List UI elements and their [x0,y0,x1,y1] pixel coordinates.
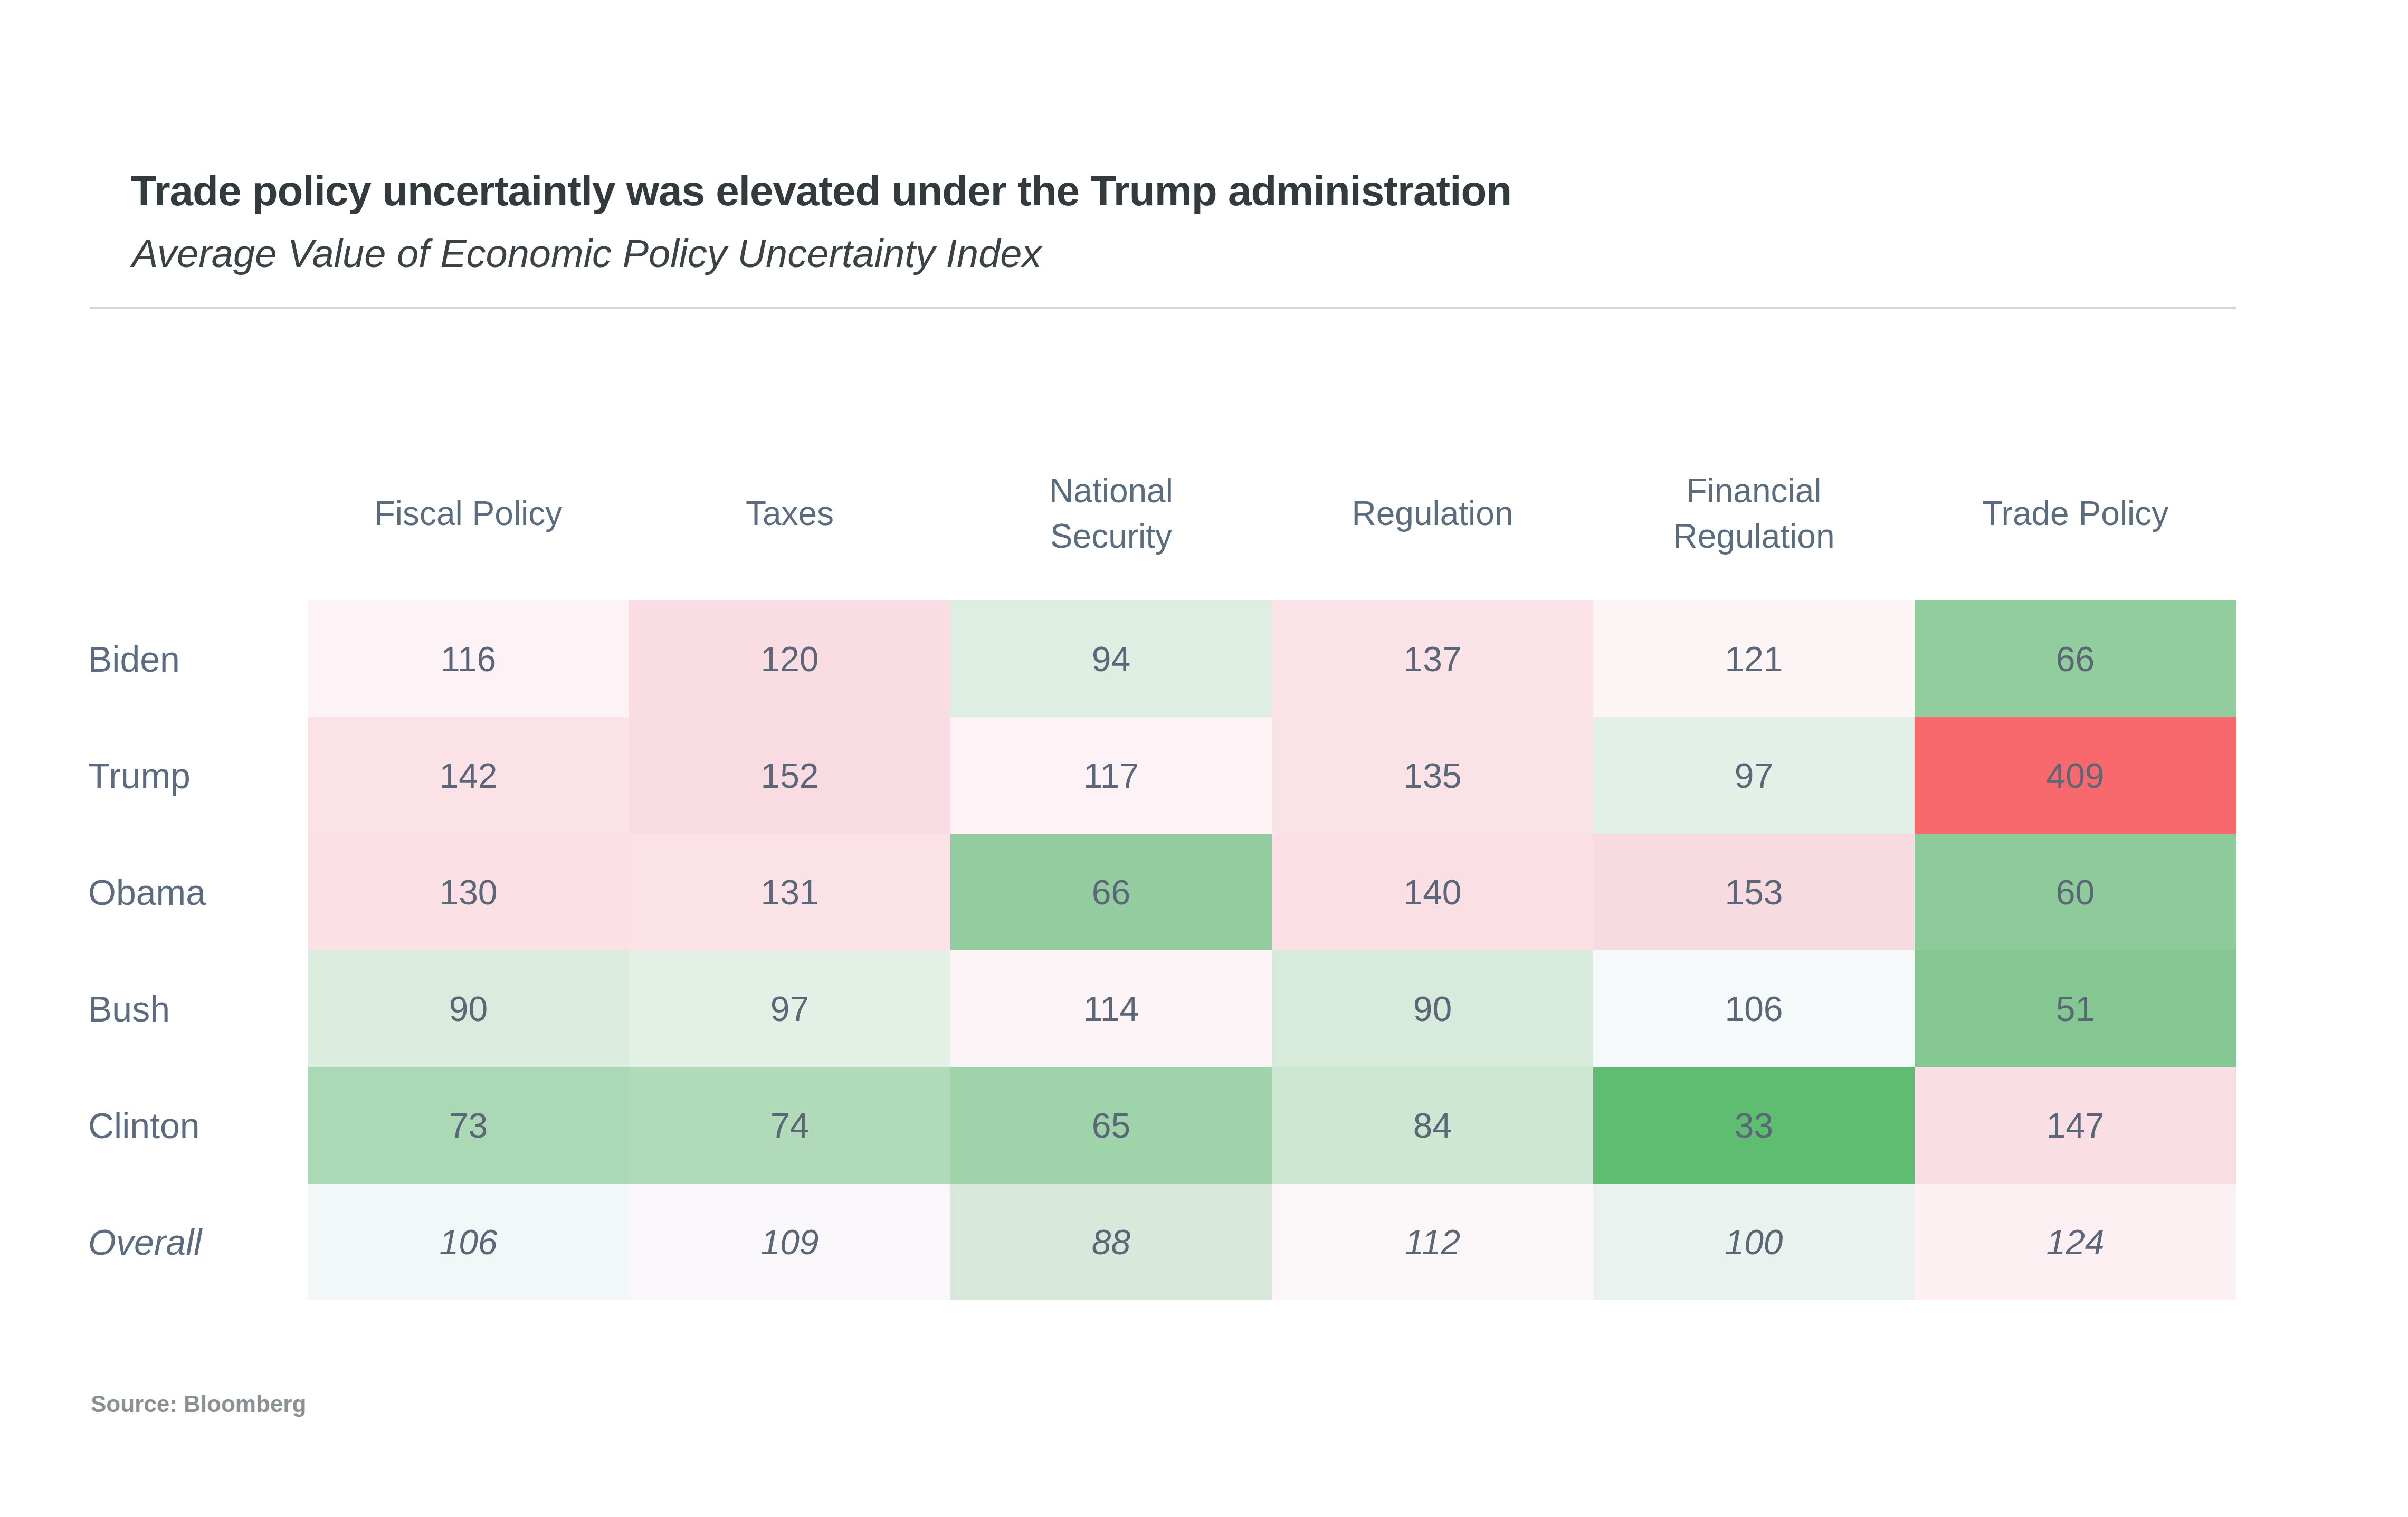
heatmap-cell: 117 [950,717,1272,834]
heatmap-cell: 33 [1593,1067,1915,1184]
heatmap-cell: 142 [308,717,629,834]
heatmap-cell: 147 [1915,1067,2236,1184]
heatmap-cell: 51 [1915,950,2236,1067]
heatmap-cell: 131 [629,834,950,950]
column-header-label: National Security [987,468,1235,559]
heatmap-cell: 88 [950,1184,1272,1300]
column-header-label: Regulation [1352,491,1514,536]
chart-title: Trade policy uncertaintly was elevated u… [131,167,1511,215]
row-label: Clinton [88,1067,308,1184]
column-header: Taxes [629,426,950,600]
heatmap-cell: 124 [1915,1184,2236,1300]
heatmap-cell: 74 [629,1067,950,1184]
heatmap-cell: 90 [1272,950,1593,1067]
heatmap-cell: 135 [1272,717,1593,834]
page-root: { "chart_data": { "type": "heatmap", "ti… [0,0,2408,1517]
row-label: Overall [88,1184,308,1300]
heatmap-table: Fiscal Policy Taxes National Security Regul… [88,426,2236,1300]
column-header-label: Financial Regulation [1630,468,1878,559]
column-header: Trade Policy [1915,426,2236,600]
heatmap-cell: 65 [950,1067,1272,1184]
heatmap-cell: 60 [1915,834,2236,950]
heatmap-cell: 66 [1915,600,2236,717]
heatmap-cell: 100 [1593,1184,1915,1300]
column-header-label: Taxes [746,491,834,536]
title-divider [90,307,2236,309]
heatmap-cell: 121 [1593,600,1915,717]
row-label: Bush [88,950,308,1067]
heatmap-cell: 130 [308,834,629,950]
column-header-label: Trade Policy [1982,491,2168,536]
column-header: Fiscal Policy [308,426,629,600]
source-note: Source: Bloomberg [91,1391,306,1417]
heatmap-cell: 140 [1272,834,1593,950]
heatmap-cell: 97 [629,950,950,1067]
chart-subtitle: Average Value of Economic Policy Uncerta… [132,231,1041,276]
corner-cell [88,426,308,600]
heatmap-cell: 90 [308,950,629,1067]
heatmap-cell: 116 [308,600,629,717]
heatmap-cell: 109 [629,1184,950,1300]
heatmap-cell: 106 [308,1184,629,1300]
row-label: Biden [88,600,308,717]
heatmap-cell: 152 [629,717,950,834]
heatmap-cell: 73 [308,1067,629,1184]
heatmap-cell: 137 [1272,600,1593,717]
heatmap-cell: 94 [950,600,1272,717]
heatmap-cell: 409 [1915,717,2236,834]
column-header: Financial Regulation [1593,426,1915,600]
heatmap-cell: 66 [950,834,1272,950]
heatmap-cell: 120 [629,600,950,717]
column-header: National Security [950,426,1272,600]
heatmap-cell: 112 [1272,1184,1593,1300]
heatmap-cell: 114 [950,950,1272,1067]
heatmap-cell: 97 [1593,717,1915,834]
row-label: Obama [88,834,308,950]
heatmap-cell: 84 [1272,1067,1593,1184]
row-label: Trump [88,717,308,834]
column-header-label: Fiscal Policy [375,491,563,536]
column-header: Regulation [1272,426,1593,600]
heatmap-cell: 106 [1593,950,1915,1067]
heatmap-cell: 153 [1593,834,1915,950]
